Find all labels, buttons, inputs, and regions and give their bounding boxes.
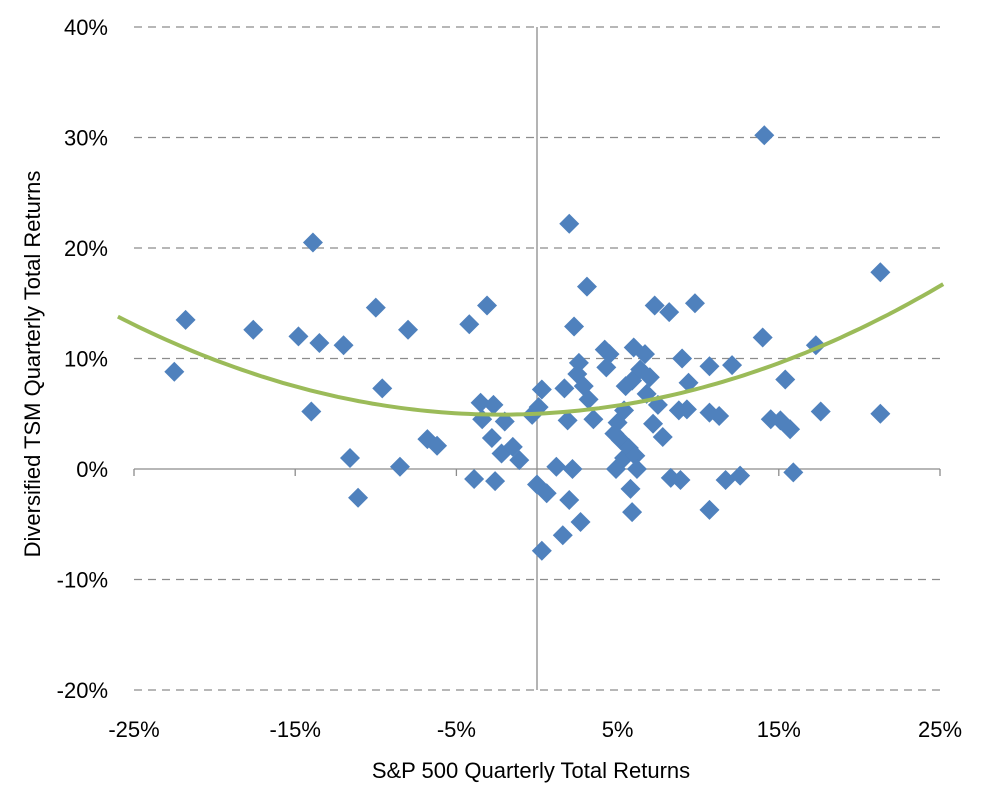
x-tick-label: -25% — [108, 717, 159, 742]
data-point — [635, 344, 656, 365]
data-point — [564, 316, 585, 337]
data-point — [288, 326, 309, 347]
data-point — [570, 512, 591, 533]
y-tick-label: 0% — [76, 457, 108, 482]
data-point — [483, 394, 504, 415]
data-point — [301, 401, 322, 422]
data-point — [372, 378, 393, 399]
data-point — [459, 314, 480, 335]
data-point — [562, 459, 583, 479]
data-point — [398, 319, 419, 340]
data-point — [175, 309, 196, 330]
data-point — [775, 369, 796, 390]
data-point — [164, 361, 185, 382]
data-point — [596, 357, 617, 378]
y-tick-label: 10% — [64, 347, 108, 372]
data-point — [783, 462, 804, 483]
data-point — [639, 367, 660, 388]
data-point — [576, 276, 597, 297]
data-point — [810, 401, 831, 422]
x-axis-title: S&P 500 Quarterly Total Returns — [372, 758, 690, 783]
data-point — [752, 327, 773, 348]
data-point — [309, 333, 330, 354]
x-tick-label: 5% — [602, 717, 634, 742]
tick-labels: -20% -10% 0% 10% 20% 30% 40% -25% -15% -5% 5% 15% 25… — [57, 15, 962, 742]
data-point — [715, 470, 736, 491]
axes — [133, 27, 941, 690]
data-point — [699, 499, 720, 520]
data-point — [536, 483, 557, 504]
y-tick-label: -20% — [57, 678, 108, 703]
data-point — [559, 489, 580, 510]
x-tick-label: -15% — [270, 717, 321, 742]
data-point — [730, 465, 751, 486]
data-point — [722, 355, 743, 376]
data-point — [302, 232, 323, 253]
data-point — [699, 356, 720, 377]
data-point — [531, 379, 552, 400]
trendline — [116, 282, 945, 417]
data-point — [672, 348, 693, 369]
data-point — [557, 410, 578, 431]
x-tick-label: 15% — [757, 717, 801, 742]
data-point — [477, 295, 498, 316]
data-point — [709, 405, 730, 426]
x-tick-label: -5% — [437, 717, 476, 742]
data-point — [652, 426, 673, 447]
data-point — [531, 540, 552, 561]
data-point — [348, 487, 369, 508]
data-point — [554, 378, 575, 399]
x-tick-label: 25% — [918, 717, 962, 742]
data-point — [643, 413, 664, 434]
data-point — [684, 293, 705, 314]
data-point — [509, 450, 530, 471]
data-point — [546, 456, 567, 477]
data-point — [568, 352, 589, 373]
data-point — [485, 471, 506, 492]
data-point — [481, 428, 502, 449]
data-point — [625, 445, 646, 466]
data-point — [599, 344, 620, 365]
data-point — [365, 297, 386, 318]
data-point — [659, 302, 680, 323]
data-point — [559, 213, 580, 234]
data-point — [626, 459, 647, 479]
y-tick-label: -10% — [57, 568, 108, 593]
data-point — [870, 403, 891, 424]
data-point — [243, 319, 264, 340]
data-point — [470, 392, 491, 413]
data-point — [427, 435, 448, 456]
data-point — [340, 447, 361, 468]
data-point — [552, 525, 573, 546]
data-points — [164, 125, 891, 561]
data-point — [670, 470, 691, 491]
data-point — [389, 456, 410, 477]
data-point — [464, 468, 485, 489]
data-point — [754, 125, 775, 146]
y-tick-label: 40% — [64, 15, 108, 40]
data-point — [676, 399, 697, 420]
data-point — [333, 335, 354, 356]
data-point — [644, 295, 665, 316]
y-axis-title: Diversified TSM Quarterly Total Returns — [20, 171, 45, 558]
y-tick-label: 30% — [64, 126, 108, 151]
data-point — [620, 478, 641, 499]
data-point — [578, 389, 599, 410]
y-tick-label: 20% — [64, 236, 108, 261]
data-point — [780, 419, 801, 440]
data-point — [583, 409, 604, 430]
data-point — [622, 502, 643, 523]
data-point — [870, 262, 891, 283]
